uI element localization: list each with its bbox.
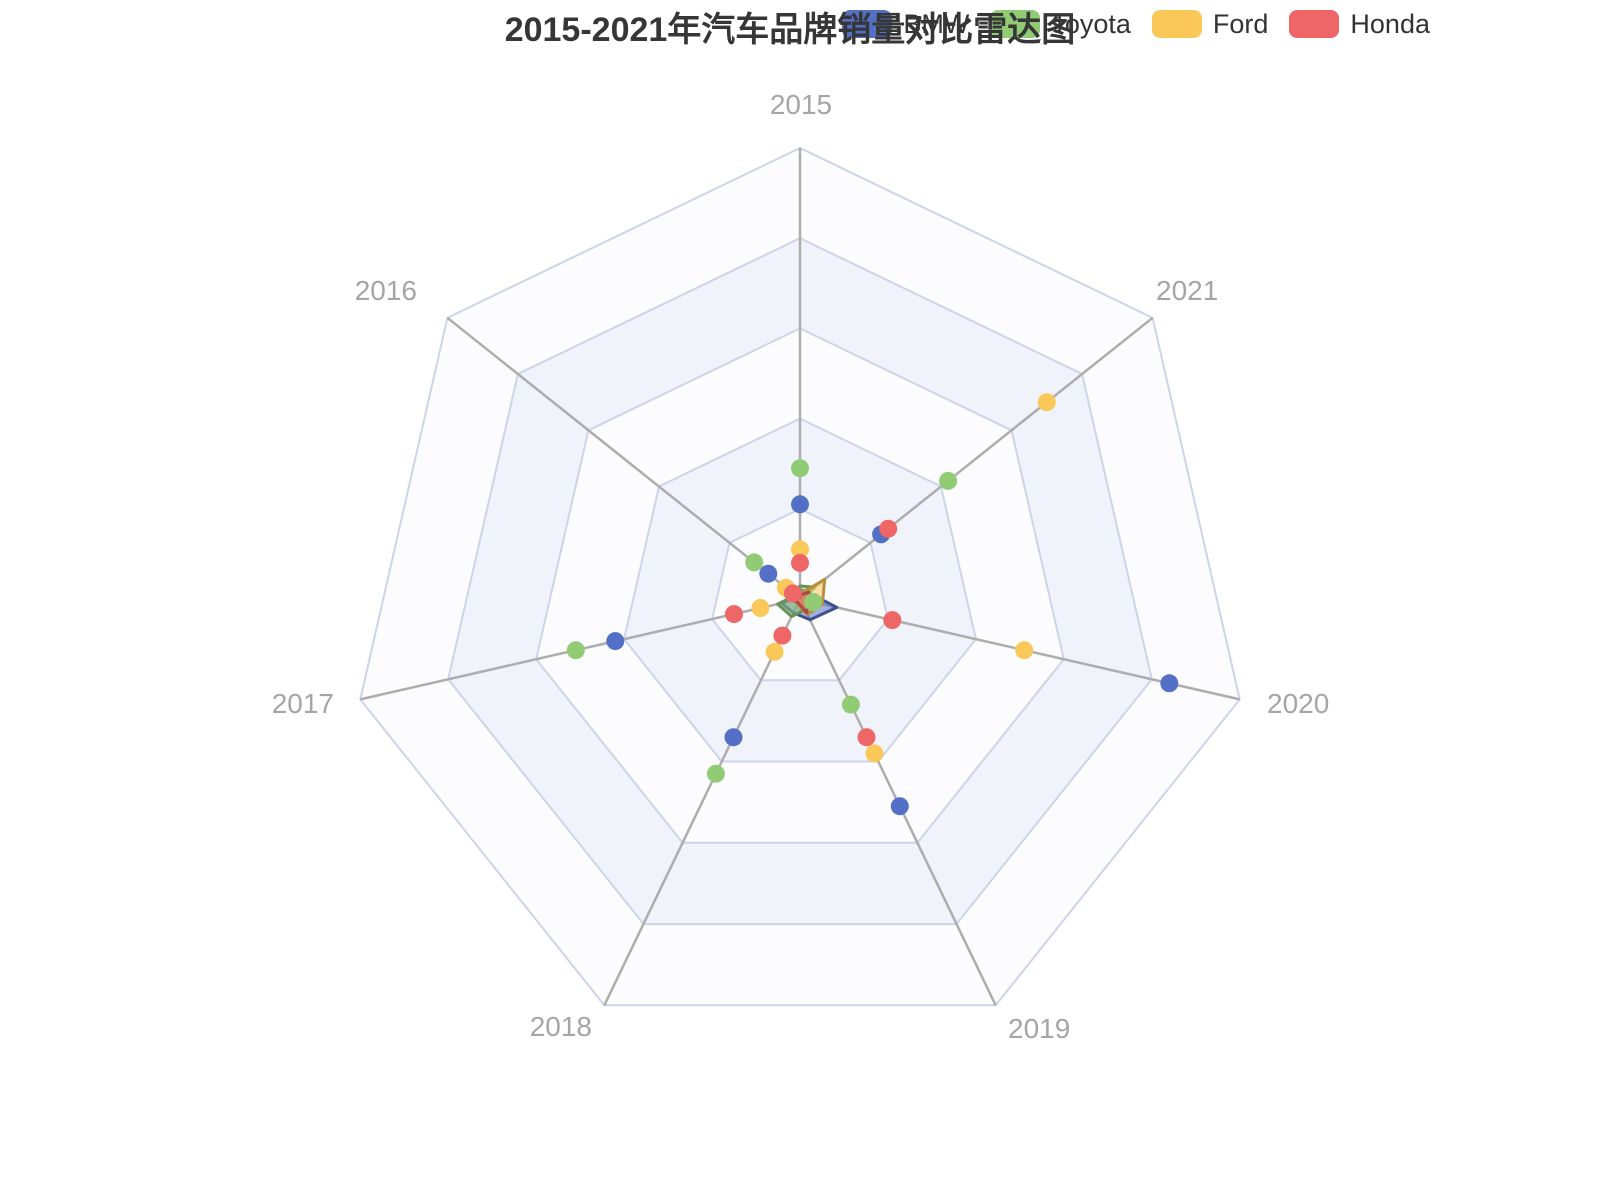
legend-swatch: [842, 10, 893, 38]
dot-bmw-2016[interactable]: [759, 564, 778, 583]
dot-toyota-2015[interactable]: [791, 459, 809, 478]
legend-swatch: [990, 10, 1041, 38]
dot-ford-2019[interactable]: [865, 744, 884, 763]
grid-ring-1: [711, 507, 889, 682]
grid-ring-3: [535, 327, 1065, 844]
axis-line-2021: [799, 316, 1154, 600]
dot-ford-2021[interactable]: [1037, 393, 1056, 412]
legend-label: Honda: [1350, 9, 1430, 39]
legend-label: Toyota: [1051, 9, 1131, 39]
legend-item-bmw[interactable]: BMW: [842, 10, 969, 38]
axis-label-2020: 2020: [1267, 688, 1329, 719]
legend-swatch: [1151, 10, 1202, 38]
dot-ford-2020[interactable]: [1015, 641, 1034, 660]
dot-honda-2017[interactable]: [725, 605, 743, 624]
legend: BMW Toyota Ford Honda: [842, 10, 1430, 38]
legend-label: BMW: [903, 9, 970, 39]
grid-ring-5: [359, 146, 1241, 1007]
legend-label: Ford: [1212, 9, 1269, 39]
axis-label-2019: 2019: [1008, 1013, 1070, 1044]
dot-ford-2015[interactable]: [791, 540, 809, 559]
legend-item-honda[interactable]: Honda: [1289, 10, 1430, 38]
dot-bmw-2015[interactable]: [791, 495, 809, 514]
grid-ring-4: [447, 237, 1153, 926]
legend-swatch: [1289, 10, 1340, 38]
axis-label-2021: 2021: [1156, 275, 1218, 306]
dot-honda-2021[interactable]: [879, 519, 898, 538]
chart-title: 2015-2021年汽车品牌销量对比雷达图: [504, 11, 1076, 49]
dot-toyota-2016[interactable]: [745, 553, 764, 572]
dot-toyota-2020[interactable]: [804, 593, 823, 611]
legend-item-ford[interactable]: Ford: [1151, 9, 1269, 39]
dot-bmw-2019[interactable]: [890, 797, 909, 816]
axis-label-2017: 2017: [272, 688, 334, 719]
axis-line-2018: [603, 598, 802, 1006]
axis-label-2015: 2015: [770, 89, 832, 120]
axis-label-2018: 2018: [530, 1011, 592, 1042]
grid-ring-2: [623, 417, 977, 763]
legend-item-toyota[interactable]: Toyota: [990, 10, 1131, 38]
dot-toyota-2017[interactable]: [566, 641, 585, 660]
dot-ford-2018[interactable]: [765, 642, 784, 661]
dot-ford-2017[interactable]: [751, 599, 770, 617]
axis-label-2016: 2016: [355, 275, 417, 306]
dot-toyota-2018[interactable]: [706, 764, 725, 783]
dot-honda-2016[interactable]: [783, 584, 802, 603]
dot-bmw-2017[interactable]: [606, 632, 625, 651]
dot-bmw-2018[interactable]: [724, 728, 743, 747]
axis-line-2016: [446, 316, 801, 600]
dot-honda-2018[interactable]: [773, 626, 792, 645]
dot-honda-2020[interactable]: [883, 611, 902, 630]
dot-toyota-2019[interactable]: [841, 695, 860, 714]
dot-toyota-2021[interactable]: [939, 471, 958, 490]
dot-honda-2019[interactable]: [857, 728, 876, 747]
dot-bmw-2020[interactable]: [1160, 674, 1179, 693]
dot-honda-2015[interactable]: [791, 553, 809, 572]
